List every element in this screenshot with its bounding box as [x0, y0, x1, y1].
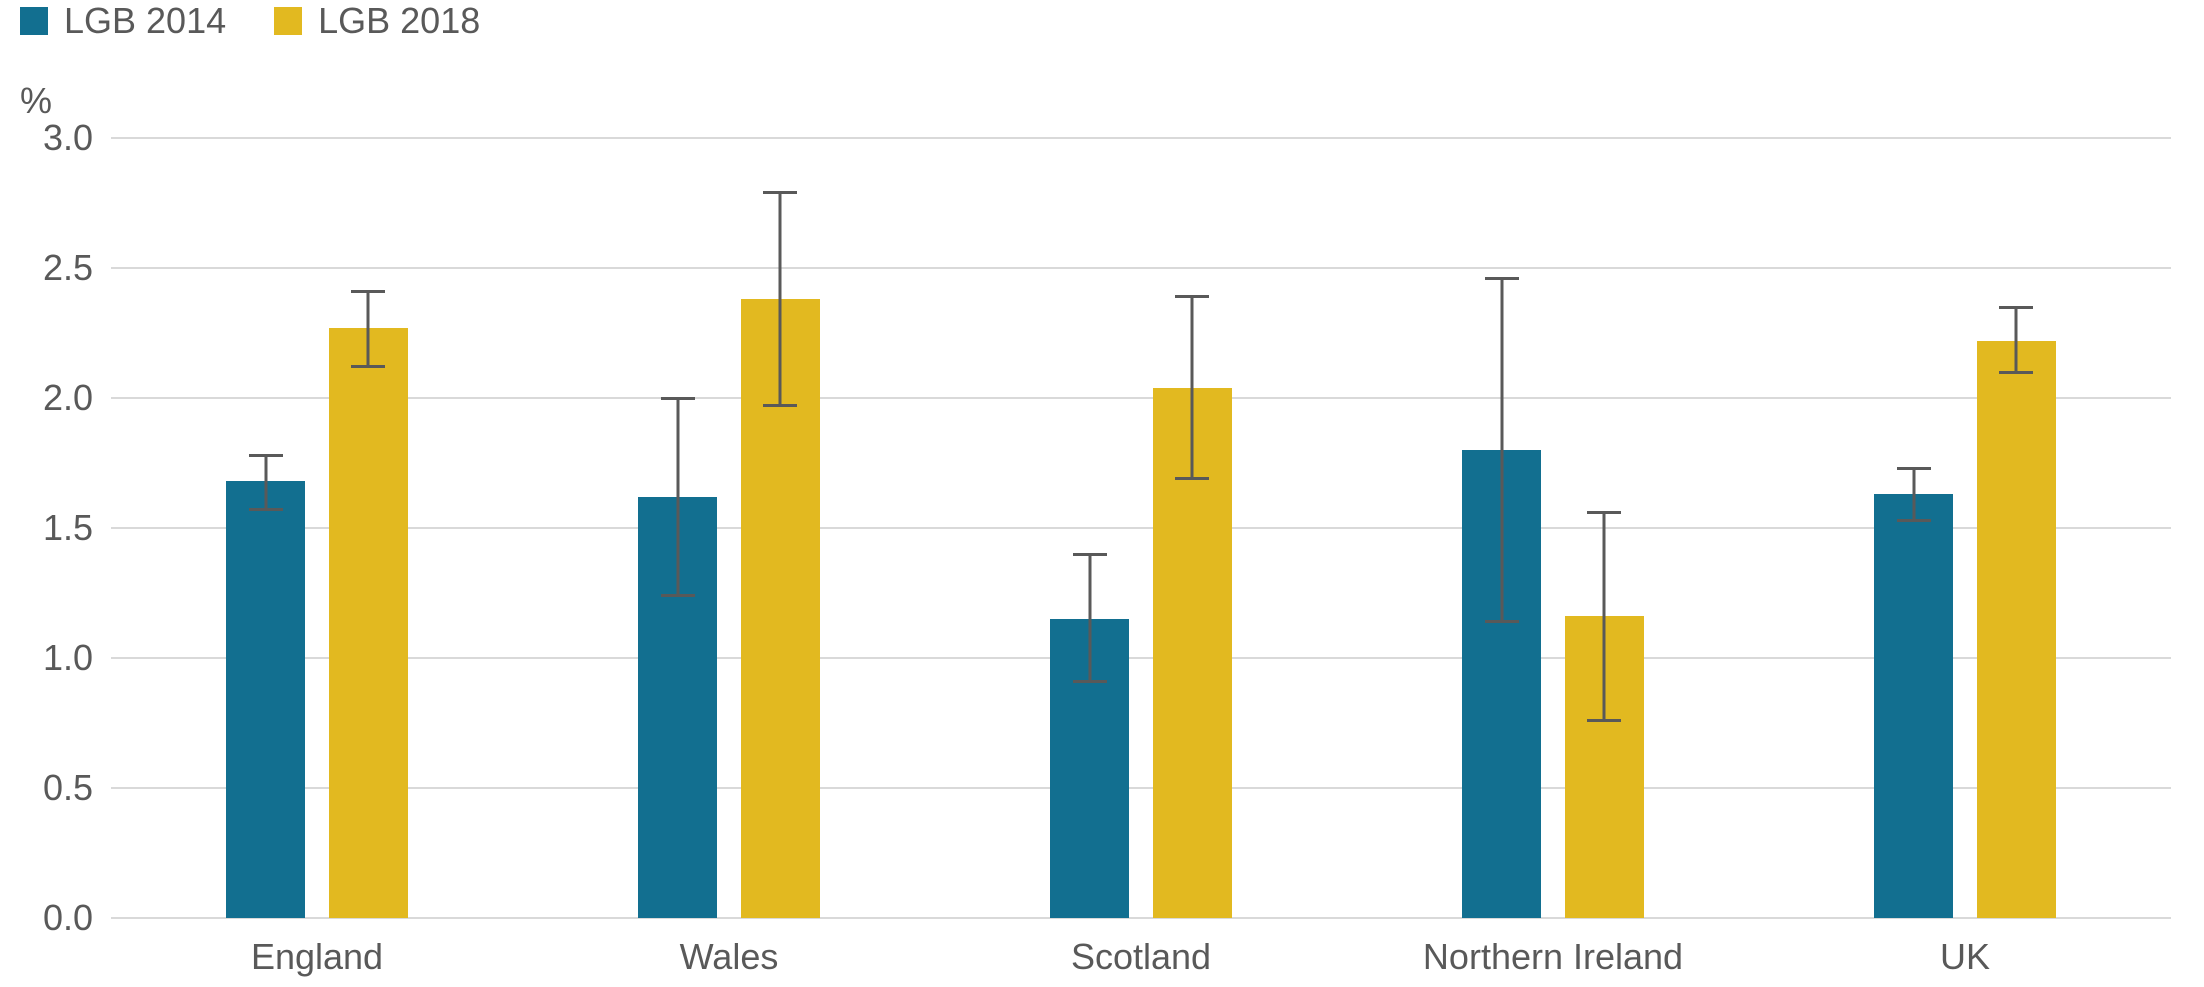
error-bar-cap [351, 365, 385, 368]
bar [1874, 494, 1953, 918]
gridline [111, 397, 2171, 399]
error-bar [779, 193, 782, 406]
error-bar-cap [1485, 620, 1519, 623]
error-bar-cap [661, 594, 695, 597]
error-bar-cap [249, 508, 283, 511]
error-bar-cap [763, 191, 797, 194]
error-bar [676, 398, 679, 596]
legend-item: LGB 2018 [274, 0, 480, 42]
y-tick-label: 1.0 [43, 637, 111, 679]
gridline [111, 657, 2171, 659]
error-bar [1191, 297, 1194, 479]
plot-area: 0.00.51.01.52.02.53.0EnglandWalesScotlan… [110, 138, 2171, 918]
error-bar [367, 291, 370, 366]
y-tick-label: 0.5 [43, 767, 111, 809]
error-bar [1912, 468, 1915, 520]
bar [226, 481, 305, 918]
error-bar-cap [763, 404, 797, 407]
error-bar-cap [1587, 511, 1621, 514]
error-bar-cap [351, 290, 385, 293]
chart-container: LGB 2014LGB 2018 % 0.00.51.01.52.02.53.0… [0, 0, 2204, 987]
error-bar-cap [1999, 371, 2033, 374]
error-bar-cap [1175, 477, 1209, 480]
error-bar [2015, 307, 2018, 372]
legend-swatch [20, 7, 48, 35]
error-bar-cap [1485, 277, 1519, 280]
legend-label: LGB 2014 [64, 0, 226, 42]
gridline [111, 137, 2171, 139]
y-tick-label: 2.0 [43, 377, 111, 419]
legend: LGB 2014 LGB 2018 [20, 0, 480, 42]
error-bar-cap [1587, 719, 1621, 722]
x-tick-label: Scotland [1071, 918, 1211, 978]
bar [1977, 341, 2056, 918]
error-bar-cap [249, 454, 283, 457]
error-bar-cap [1073, 680, 1107, 683]
error-bar [264, 455, 267, 510]
x-tick-label: Northern Ireland [1423, 918, 1683, 978]
bar [329, 328, 408, 918]
error-bar [1500, 278, 1503, 621]
legend-item: LGB 2014 [20, 0, 226, 42]
legend-label: LGB 2018 [318, 0, 480, 42]
y-tick-label: 0.0 [43, 897, 111, 939]
legend-swatch [274, 7, 302, 35]
error-bar-cap [1897, 467, 1931, 470]
error-bar [1088, 554, 1091, 681]
error-bar [1603, 512, 1606, 720]
x-tick-label: England [251, 918, 383, 978]
error-bar-cap [1073, 553, 1107, 556]
y-tick-label: 1.5 [43, 507, 111, 549]
error-bar-cap [1999, 306, 2033, 309]
error-bar-cap [1897, 519, 1931, 522]
gridline [111, 787, 2171, 789]
x-tick-label: UK [1940, 918, 1990, 978]
y-tick-label: 3.0 [43, 117, 111, 159]
error-bar-cap [661, 397, 695, 400]
y-axis-title: % [20, 80, 52, 122]
error-bar-cap [1175, 295, 1209, 298]
x-tick-label: Wales [680, 918, 779, 978]
gridline [111, 527, 2171, 529]
gridline [111, 267, 2171, 269]
y-tick-label: 2.5 [43, 247, 111, 289]
